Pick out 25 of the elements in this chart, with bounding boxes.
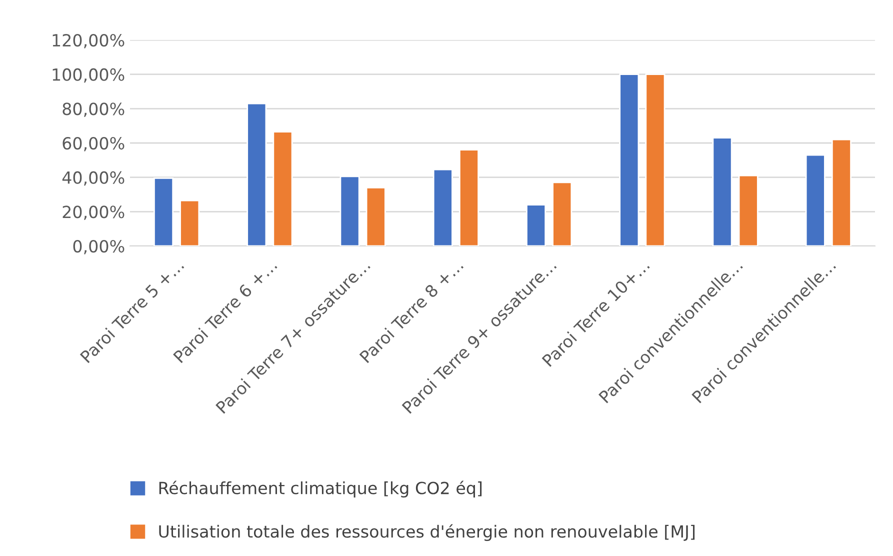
bar (712, 137, 732, 246)
bar (246, 102, 267, 246)
bar (154, 177, 174, 246)
bar (645, 74, 666, 246)
bar (180, 200, 200, 246)
bar (366, 186, 386, 246)
y-tick-label: 20,00% (62, 206, 124, 220)
bar (619, 74, 640, 246)
y-tick-label: 120,00% (52, 34, 124, 48)
y-tick-label: 40,00% (62, 171, 124, 186)
legend-label: Réchauffement climatique [kg CO2 éq] (159, 480, 482, 498)
bar (340, 176, 360, 246)
bar (432, 168, 453, 246)
y-tick-label: 80,00% (62, 102, 124, 117)
bar (552, 182, 572, 246)
bar (526, 204, 546, 246)
y-tick-label: 100,00% (52, 68, 124, 83)
bar (272, 131, 293, 246)
y-tick-label: 60,00% (62, 136, 124, 152)
bar (458, 149, 479, 246)
bar (738, 174, 758, 246)
bar (831, 138, 852, 246)
bar (805, 154, 826, 246)
legend-label: Utilisation totale des ressources d'énergie non renouvelable [MJ] (159, 524, 695, 541)
y-tick-label: 0,00% (73, 240, 124, 254)
